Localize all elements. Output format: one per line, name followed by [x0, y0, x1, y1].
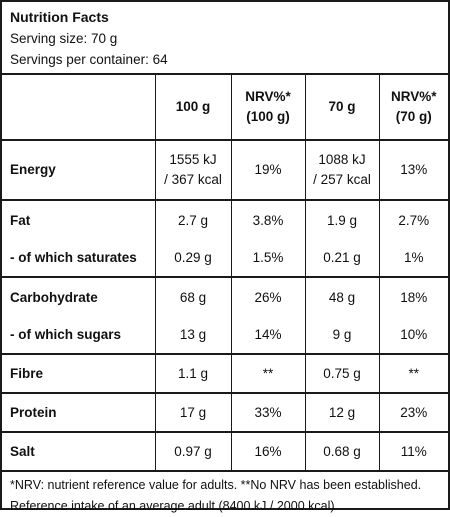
nutrition-table: 100 g NRV%* (100 g) 70 g NRV%* (70 g) Ener…: [2, 75, 448, 470]
label-header: Nutrition Facts Serving size: 70 g Servi…: [2, 2, 448, 75]
nutrient-name: - of which saturates: [2, 239, 155, 278]
nrv-70g: 18%: [378, 277, 448, 316]
nrv-100g: 16%: [230, 432, 305, 470]
header-nutrient: [2, 75, 155, 141]
table-row-carbohydrate: Carbohydrate 68 g 26% 48 g 18%: [2, 277, 448, 316]
value-per-100g: 0.29 g: [154, 239, 231, 278]
header-per-70g: 70 g: [304, 75, 379, 141]
table-row-sugars: - of which sugars 13 g 14% 9 g 10%: [2, 316, 448, 355]
nrv-100g: 1.5%: [230, 239, 305, 278]
nrv-100g: 33%: [230, 393, 305, 433]
nrv-70g: 1%: [378, 239, 448, 278]
value-per-100g: 2.7 g: [154, 200, 231, 239]
header-per-100g: 100 g: [154, 75, 231, 141]
nrv-70g: **: [378, 354, 448, 394]
servings-per-container: Servings per container: 64: [10, 52, 168, 67]
nutrient-name: Carbohydrate: [10, 289, 98, 305]
value-per-100g: 1555 kJ/ 367 kcal: [154, 140, 231, 201]
nrv-100g: 14%: [230, 316, 305, 355]
nrv-70g: 13%: [378, 140, 448, 201]
nrv-70g: 11%: [378, 432, 448, 470]
nrv-100g: 3.8%: [230, 200, 305, 239]
nutrient-name: Fat: [10, 212, 31, 228]
value-per-100g: 13 g: [154, 316, 231, 355]
nrv-70g: 10%: [378, 316, 448, 355]
table-row-protein: Protein 17 g 33% 12 g 23%: [2, 393, 448, 433]
footnote-reference-intake: Reference intake of an average adult (84…: [10, 499, 338, 513]
value-per-70g: 9 g: [304, 316, 379, 355]
value-per-70g: 0.21 g: [304, 239, 379, 278]
nutrient-name: Fibre: [2, 354, 155, 394]
label-title: Nutrition Facts: [10, 9, 109, 25]
nrv-70g: 2.7%: [378, 200, 448, 239]
value-per-70g: 0.75 g: [304, 354, 379, 394]
value-per-100g: 1.1 g: [154, 354, 231, 394]
nrv-100g: **: [230, 354, 305, 394]
footnote-nrv: *NRV: nutrient reference value for adult…: [10, 478, 422, 492]
table-row-fat: Fat 2.7 g 3.8% 1.9 g 2.7%: [2, 200, 448, 239]
value-per-70g: 1.9 g: [304, 200, 379, 239]
value-per-70g: 12 g: [304, 393, 379, 433]
table-row-energy: Energy 1555 kJ/ 367 kcal 19% 1088 kJ/ 25…: [2, 140, 448, 201]
nutrient-name: Salt: [10, 444, 35, 459]
value-per-70g: 0.68 g: [304, 432, 379, 470]
nutrient-name: Energy: [2, 140, 155, 201]
table-row-saturates: - of which saturates 0.29 g 1.5% 0.21 g …: [2, 239, 448, 278]
header-nrv-70g: NRV%* (70 g): [378, 75, 448, 141]
value-per-100g: 68 g: [154, 277, 231, 316]
nutrient-name: Protein: [2, 393, 155, 433]
table-header-row: 100 g NRV%* (100 g) 70 g NRV%* (70 g): [2, 75, 448, 141]
value-per-100g: 17 g: [154, 393, 231, 433]
nutrient-name: - of which sugars: [2, 316, 155, 355]
nrv-70g: 23%: [378, 393, 448, 433]
header-nrv-100g: NRV%* (100 g): [230, 75, 305, 141]
table-row-salt: Salt 0.97 g 16% 0.68 g 11%: [2, 432, 448, 470]
value-per-70g: 1088 kJ/ 257 kcal: [304, 140, 379, 201]
nrv-100g: 26%: [230, 277, 305, 316]
serving-size: Serving size: 70 g: [10, 31, 118, 46]
table-row-fibre: Fibre 1.1 g ** 0.75 g **: [2, 354, 448, 394]
value-per-100g: 0.97 g: [154, 432, 231, 470]
nrv-100g: 19%: [230, 140, 305, 201]
value-per-70g: 48 g: [304, 277, 379, 316]
